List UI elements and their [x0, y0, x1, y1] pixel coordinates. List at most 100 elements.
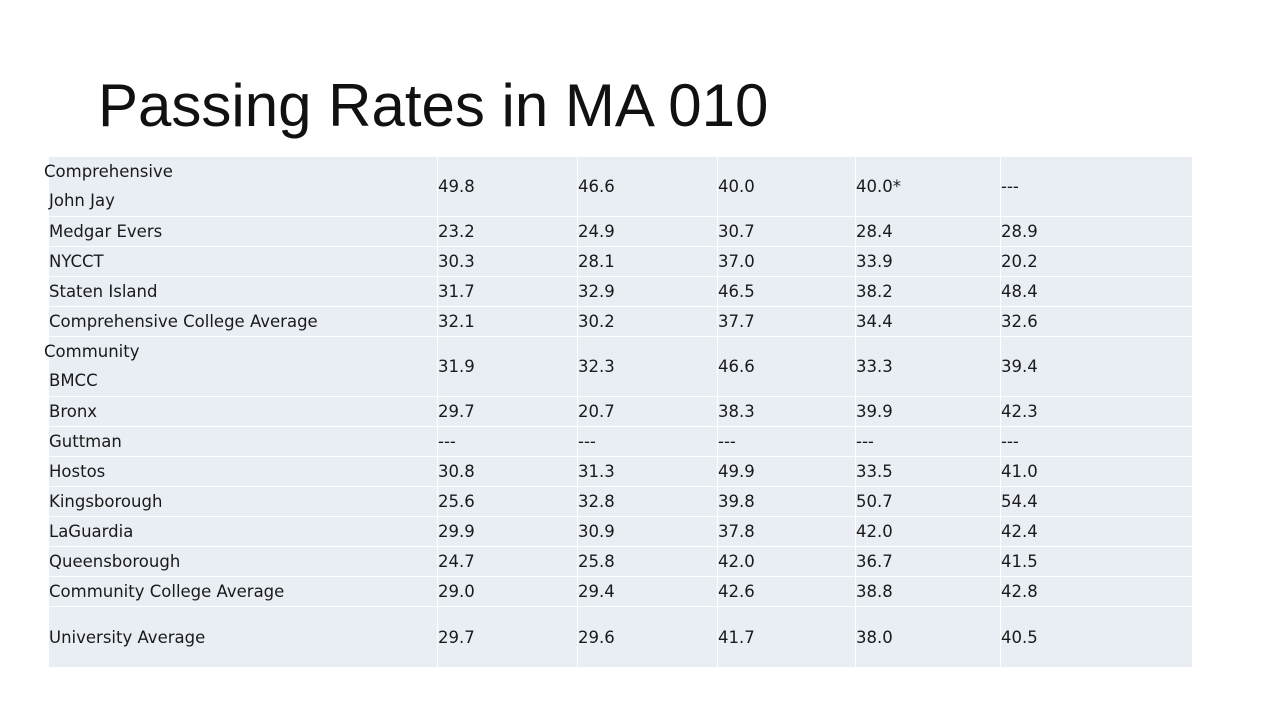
institution-cell: Community College Average	[48, 576, 438, 607]
rate-cell: 30.7	[717, 216, 856, 247]
institution-name: Community College Average	[49, 582, 285, 601]
rate-cell: 38.0	[855, 606, 1001, 668]
rate-cell: 31.9	[437, 336, 578, 397]
table-row: NYCCT 30.3 28.1 37.0 33.9 20.2	[48, 246, 1193, 277]
table-row: Bronx 29.7 20.7 38.3 39.9 42.3	[48, 396, 1193, 427]
rate-cell: 48.4	[1000, 276, 1193, 307]
rate-cell: 46.6	[577, 156, 718, 217]
institution-name: John Jay	[49, 190, 115, 210]
rate-cell: 39.4	[1000, 336, 1193, 397]
rate-cell: 42.3	[1000, 396, 1193, 427]
rate-cell: 25.6	[437, 486, 578, 517]
institution-name: Comprehensive College Average	[49, 312, 318, 331]
rate-cell: 39.8	[717, 486, 856, 517]
rate-cell: 28.9	[1000, 216, 1193, 247]
institution-cell: University Average	[48, 606, 438, 668]
rate-cell: ---	[717, 426, 856, 457]
group-label: Comprehensive	[44, 161, 173, 181]
table-row: Community College Average 29.0 29.4 42.6 38.…	[48, 576, 1193, 607]
table-row: Kingsborough 25.6 32.8 39.8 50.7 54.4	[48, 486, 1193, 517]
rate-cell: 31.3	[577, 456, 718, 487]
institution-name: Guttman	[49, 432, 122, 451]
rate-cell: ---	[1000, 426, 1193, 457]
institution-cell: Bronx	[48, 396, 438, 427]
rate-cell: 24.9	[577, 216, 718, 247]
table-row: LaGuardia 29.9 30.9 37.8 42.0 42.4	[48, 516, 1193, 547]
rate-cell: 29.9	[437, 516, 578, 547]
institution-name: Queensborough	[49, 552, 181, 571]
rate-cell: 40.0	[717, 156, 856, 217]
institution-name: Kingsborough	[49, 492, 163, 511]
rate-cell: 49.8	[437, 156, 578, 217]
rate-cell: 38.2	[855, 276, 1001, 307]
rate-cell: ---	[577, 426, 718, 457]
slide-title: Passing Rates in MA 010	[98, 72, 769, 139]
passing-rates-table: Comprehensive John Jay 49.8 46.6 40.0 40.0* --…	[44, 156, 1193, 668]
rate-cell: 30.3	[437, 246, 578, 277]
rate-cell: 31.7	[437, 276, 578, 307]
institution-cell: Medgar Evers	[48, 216, 438, 247]
institution-cell: Guttman	[48, 426, 438, 457]
rate-cell: 42.4	[1000, 516, 1193, 547]
table-row: Comprehensive John Jay 49.8 46.6 40.0 40.0* --…	[44, 156, 1193, 217]
rate-cell: 37.8	[717, 516, 856, 547]
rate-cell: 20.2	[1000, 246, 1193, 277]
table-row: Guttman --- --- --- --- ---	[48, 426, 1193, 457]
rate-cell: 30.9	[577, 516, 718, 547]
institution-name: Staten Island	[49, 282, 158, 301]
rate-cell: 29.4	[577, 576, 718, 607]
rate-cell: 42.0	[717, 546, 856, 577]
rate-cell: 28.1	[577, 246, 718, 277]
institution-name: University Average	[49, 627, 206, 647]
rate-cell: 24.7	[437, 546, 578, 577]
rate-cell: 39.9	[855, 396, 1001, 427]
rate-cell: 36.7	[855, 546, 1001, 577]
rate-cell: 30.2	[577, 306, 718, 337]
rate-cell: 33.9	[855, 246, 1001, 277]
institution-cell: Comprehensive College Average	[48, 306, 438, 337]
rate-cell: ---	[855, 426, 1001, 457]
rate-cell: 40.0*	[855, 156, 1001, 217]
institution-cell: Staten Island	[48, 276, 438, 307]
rate-cell: 30.8	[437, 456, 578, 487]
institution-cell: Comprehensive John Jay	[44, 156, 438, 217]
rate-cell: 32.3	[577, 336, 718, 397]
table-row: Hostos 30.8 31.3 49.9 33.5 41.0	[48, 456, 1193, 487]
rate-cell: 34.4	[855, 306, 1001, 337]
rate-cell: 20.7	[577, 396, 718, 427]
institution-cell: Queensborough	[48, 546, 438, 577]
rate-cell: 41.5	[1000, 546, 1193, 577]
rate-cell: 38.8	[855, 576, 1001, 607]
table-row: Queensborough 24.7 25.8 42.0 36.7 41.5	[48, 546, 1193, 577]
rate-cell: 41.7	[717, 606, 856, 668]
rate-cell: 33.3	[855, 336, 1001, 397]
institution-cell: LaGuardia	[48, 516, 438, 547]
rate-cell: 42.8	[1000, 576, 1193, 607]
institution-cell: Hostos	[48, 456, 438, 487]
rate-cell: 32.1	[437, 306, 578, 337]
rate-cell: 42.6	[717, 576, 856, 607]
table-row: Comprehensive College Average 32.1 30.2 37.…	[48, 306, 1193, 337]
institution-name: Medgar Evers	[49, 222, 163, 241]
institution-name: NYCCT	[49, 252, 104, 271]
rate-cell: 28.4	[855, 216, 1001, 247]
institution-name: Bronx	[49, 402, 98, 421]
table-body: Comprehensive John Jay 49.8 46.6 40.0 40.0* --…	[44, 156, 1193, 668]
rate-cell: 29.6	[577, 606, 718, 668]
rate-cell: 50.7	[855, 486, 1001, 517]
table-row: Community BMCC 31.9 32.3 46.6 33.3 39.4	[44, 336, 1193, 397]
rate-cell: 33.5	[855, 456, 1001, 487]
rate-cell: 29.0	[437, 576, 578, 607]
rate-cell: 46.5	[717, 276, 856, 307]
institution-name: LaGuardia	[49, 522, 134, 541]
rate-cell: 37.7	[717, 306, 856, 337]
table-row: University Average 29.7 29.6 41.7 38.0 40.5	[48, 606, 1193, 668]
rate-cell: 29.7	[437, 396, 578, 427]
group-label: Community	[44, 341, 140, 361]
institution-cell: NYCCT	[48, 246, 438, 277]
rate-cell: ---	[1000, 156, 1193, 217]
rate-cell: 46.6	[717, 336, 856, 397]
institution-name: BMCC	[49, 370, 98, 390]
institution-cell: Kingsborough	[48, 486, 438, 517]
rate-cell: 40.5	[1000, 606, 1193, 668]
